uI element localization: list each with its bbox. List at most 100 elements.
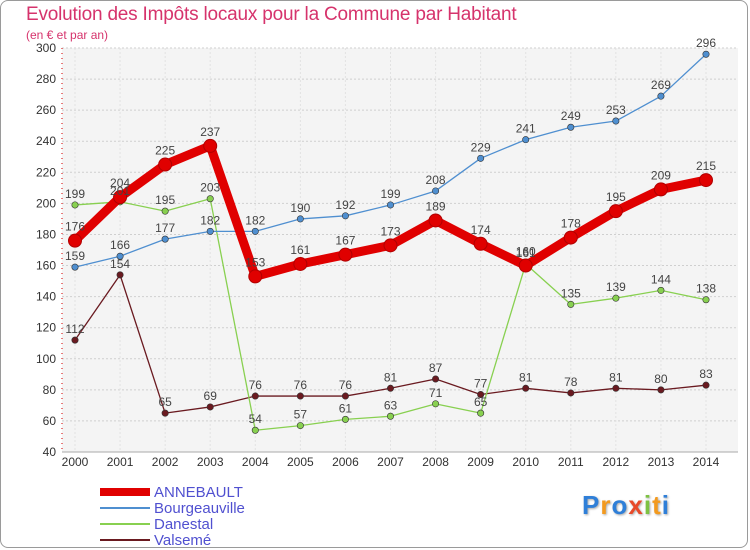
data-label: 78 — [564, 375, 578, 389]
x-tick-label: 2007 — [377, 455, 404, 469]
data-label: 203 — [200, 181, 220, 195]
data-label: 63 — [384, 398, 398, 412]
data-label: 225 — [155, 144, 175, 158]
data-point — [657, 92, 665, 100]
data-point — [338, 247, 353, 262]
data-point — [341, 415, 349, 423]
y-tick-label: 260 — [36, 103, 56, 117]
data-label: 81 — [609, 370, 623, 384]
data-label: 296 — [696, 36, 716, 50]
data-point — [296, 422, 304, 430]
data-point — [699, 173, 713, 188]
data-label: 204 — [110, 176, 130, 190]
x-tick-label: 2002 — [152, 455, 179, 469]
legend-item-danestal[interactable]: Danestal — [100, 515, 214, 533]
data-label: 76 — [339, 378, 353, 392]
data-point — [71, 263, 79, 271]
data-label: 81 — [519, 370, 533, 384]
data-label: 167 — [335, 234, 355, 248]
data-label: 54 — [249, 412, 263, 426]
data-point — [161, 409, 169, 417]
data-label: 195 — [155, 193, 175, 207]
data-point — [116, 252, 124, 260]
data-label: 153 — [245, 255, 265, 269]
legend-swatch — [100, 523, 150, 525]
data-label: 174 — [471, 223, 491, 237]
data-point — [68, 233, 82, 248]
legend-item-annebault[interactable]: ANNEBAULT — [100, 484, 243, 501]
data-point — [428, 213, 443, 228]
data-label: 112 — [65, 322, 84, 336]
data-label: 173 — [380, 224, 400, 238]
data-point — [206, 227, 214, 235]
data-label: 199 — [380, 187, 400, 201]
proxiti-logo: Proxiti — [582, 490, 670, 521]
logo-letter: i — [643, 490, 653, 520]
data-point — [432, 187, 440, 195]
data-label: 208 — [426, 173, 446, 187]
data-point — [161, 207, 169, 215]
data-point — [657, 286, 665, 294]
data-point — [203, 138, 218, 153]
data-point — [477, 391, 485, 399]
plot-area — [62, 48, 738, 452]
data-point — [386, 412, 394, 420]
data-point — [206, 195, 214, 203]
data-label: 71 — [429, 386, 443, 400]
data-point — [158, 157, 173, 172]
data-point — [653, 182, 668, 197]
data-point — [608, 204, 623, 219]
x-tick-label: 2014 — [693, 455, 720, 469]
x-tick-label: 2004 — [242, 455, 269, 469]
data-point — [432, 400, 440, 408]
data-point — [251, 426, 259, 434]
x-tick-label: 2006 — [332, 455, 359, 469]
data-label: 269 — [651, 78, 671, 92]
data-point — [296, 392, 304, 400]
legend-item-bourgeauville[interactable]: Bourgeauville — [100, 499, 245, 517]
y-tick-label: 180 — [36, 227, 56, 241]
logo-letter: x — [628, 490, 644, 520]
data-point — [567, 123, 575, 131]
data-label: 178 — [561, 217, 581, 231]
data-point — [386, 384, 394, 392]
data-point — [206, 403, 214, 411]
data-label: 139 — [606, 280, 626, 294]
x-tick-label: 2001 — [107, 455, 134, 469]
legend-swatch — [100, 539, 150, 541]
y-tick-label: 220 — [36, 165, 56, 179]
x-tick-label: 2009 — [467, 455, 494, 469]
data-point — [702, 381, 710, 389]
data-point — [612, 117, 620, 125]
legend-label: Danestal — [154, 515, 214, 533]
data-label: 166 — [110, 238, 130, 252]
logo-letter: o — [611, 490, 629, 520]
data-label: 144 — [651, 272, 671, 286]
data-point — [567, 300, 575, 308]
data-label: 154 — [110, 257, 130, 271]
data-point — [71, 336, 79, 344]
data-point — [71, 201, 79, 209]
y-tick-label: 200 — [36, 196, 56, 210]
legend-label: Bourgeauville — [154, 499, 245, 517]
y-tick-label: 300 — [36, 41, 56, 55]
legend-swatch — [100, 507, 150, 509]
data-point — [432, 375, 440, 383]
data-label: 229 — [471, 140, 491, 154]
data-point — [518, 258, 533, 273]
legend-item-valseme[interactable]: Valsemé — [100, 531, 212, 549]
data-label: 83 — [699, 367, 713, 381]
legend-swatch — [100, 488, 150, 496]
legend-label: Valsemé — [154, 531, 212, 549]
data-label: 237 — [200, 125, 220, 139]
data-point — [477, 409, 485, 417]
x-tick-label: 2008 — [422, 455, 449, 469]
data-label: 61 — [339, 401, 353, 415]
data-point — [477, 154, 485, 162]
data-label: 69 — [204, 389, 218, 403]
y-tick-label: 120 — [36, 321, 56, 335]
data-label: 195 — [606, 190, 626, 204]
logo-letter: i — [661, 490, 670, 520]
data-label: 176 — [65, 220, 85, 234]
